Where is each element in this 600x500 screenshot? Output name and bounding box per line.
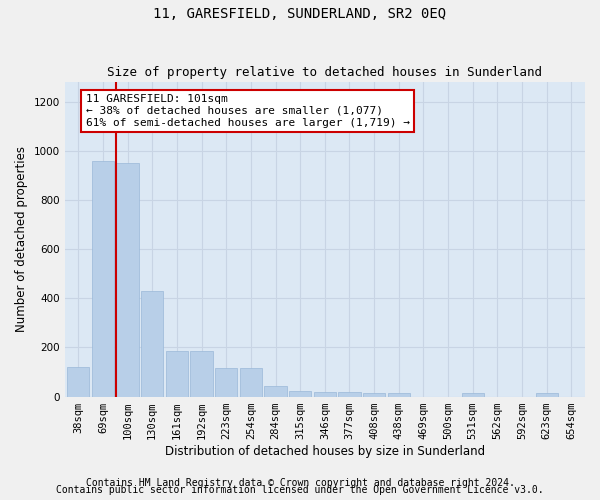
- Y-axis label: Number of detached properties: Number of detached properties: [15, 146, 28, 332]
- Bar: [67, 367, 89, 396]
- Bar: [388, 393, 410, 396]
- Text: 11 GARESFIELD: 101sqm
← 38% of detached houses are smaller (1,077)
61% of semi-d: 11 GARESFIELD: 101sqm ← 38% of detached …: [86, 94, 410, 128]
- Bar: [166, 351, 188, 397]
- Bar: [289, 391, 311, 396]
- Bar: [240, 368, 262, 396]
- Bar: [215, 368, 237, 396]
- X-axis label: Distribution of detached houses by size in Sunderland: Distribution of detached houses by size …: [165, 444, 485, 458]
- Title: Size of property relative to detached houses in Sunderland: Size of property relative to detached ho…: [107, 66, 542, 80]
- Bar: [190, 351, 212, 397]
- Text: 11, GARESFIELD, SUNDERLAND, SR2 0EQ: 11, GARESFIELD, SUNDERLAND, SR2 0EQ: [154, 8, 446, 22]
- Bar: [338, 392, 361, 396]
- Bar: [461, 393, 484, 396]
- Bar: [116, 163, 139, 396]
- Bar: [536, 393, 558, 396]
- Bar: [314, 392, 336, 396]
- Bar: [141, 291, 163, 397]
- Bar: [265, 386, 287, 396]
- Bar: [92, 160, 114, 396]
- Text: Contains public sector information licensed under the Open Government Licence v3: Contains public sector information licen…: [56, 485, 544, 495]
- Bar: [363, 393, 385, 396]
- Text: Contains HM Land Registry data © Crown copyright and database right 2024.: Contains HM Land Registry data © Crown c…: [86, 478, 514, 488]
